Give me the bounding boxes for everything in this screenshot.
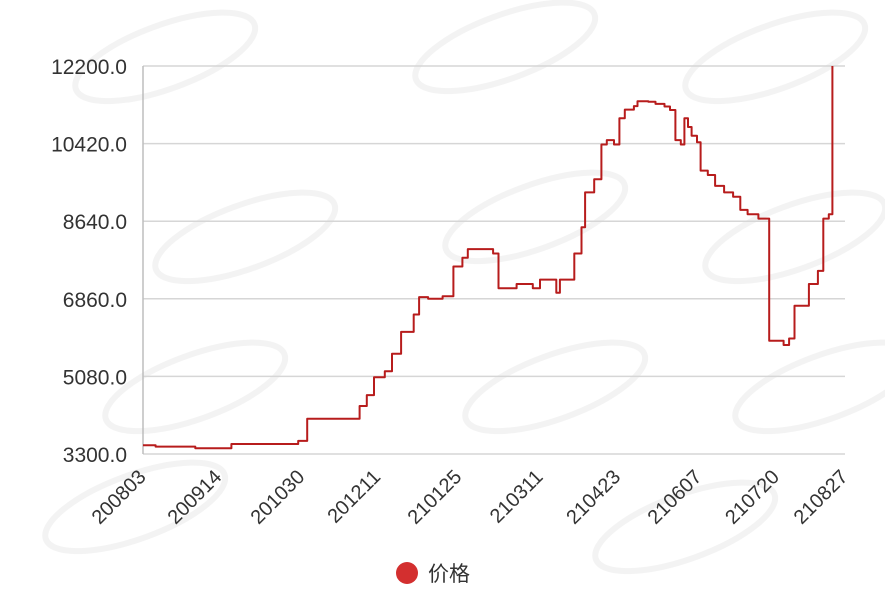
legend-label: 价格: [428, 562, 470, 586]
legend-swatch: [396, 562, 418, 584]
series-line: [143, 66, 834, 450]
watermark-ellipse: [42, 459, 229, 555]
watermark-ellipse: [702, 189, 885, 285]
x-tick-label: 210607: [644, 466, 707, 529]
gridlines: [142, 65, 845, 455]
y-tick-label: 12200.0: [51, 56, 127, 79]
watermark-ellipse: [102, 339, 289, 435]
watermark-ellipse: [462, 339, 649, 435]
x-tick-label: 210311: [486, 466, 548, 528]
watermark-ellipse: [682, 9, 869, 105]
x-tick-label: 201030: [247, 466, 310, 529]
y-tick-label: 5080.0: [63, 366, 127, 389]
x-tick-label: 200803: [88, 466, 151, 529]
x-tick-label: 210423: [562, 466, 625, 529]
y-axis-tick-labels: 3300.0 5080.0 6860.0 8640.0 10420.0 12200.0: [51, 56, 127, 467]
x-axis-tick-labels: 200803 200914 201030 201211 210125 210311 2104…: [88, 466, 853, 529]
x-tick-label: 201211: [323, 466, 385, 528]
watermark-layer: [42, 0, 885, 575]
watermark-ellipse: [72, 9, 259, 105]
x-tick-label: 210125: [404, 466, 467, 529]
watermark-ellipse: [442, 169, 629, 265]
y-tick-label: 8640.0: [63, 211, 127, 234]
legend: 价格: [396, 562, 470, 586]
x-tick-label: 210827: [790, 466, 853, 529]
series-layer: [143, 66, 834, 450]
y-tick-label: 6860.0: [63, 289, 127, 312]
watermark-ellipse: [732, 339, 885, 435]
y-tick-label: 10420.0: [51, 134, 127, 157]
watermark-ellipse: [152, 189, 339, 285]
y-tick-label: 3300.0: [63, 444, 127, 467]
watermark-ellipse: [412, 0, 599, 95]
watermark-ellipse: [592, 479, 779, 575]
